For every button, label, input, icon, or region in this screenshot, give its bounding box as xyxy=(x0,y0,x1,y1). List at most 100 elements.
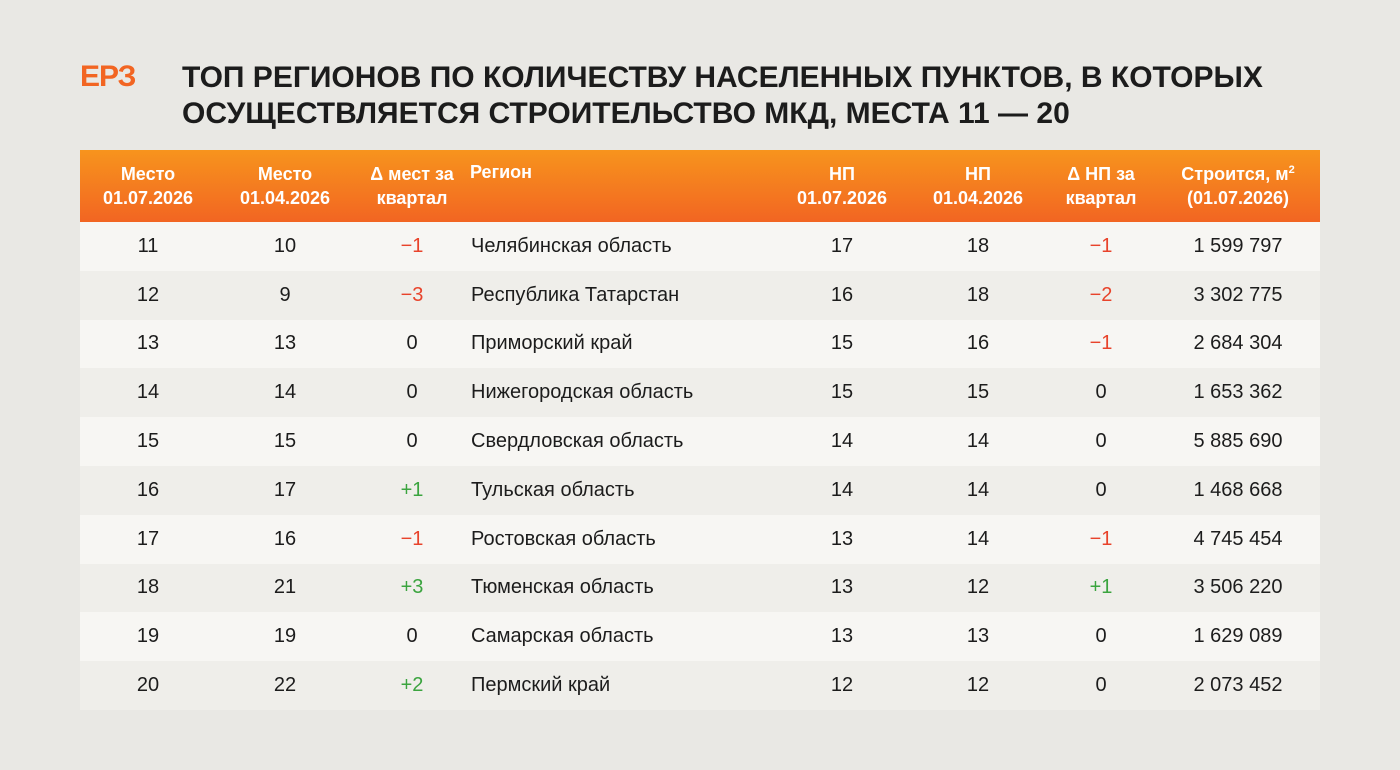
cell-place-delta: −3 xyxy=(400,283,424,306)
cell-np-delta: 0 xyxy=(1095,478,1107,501)
table-body: 11 10 −1 Челябинская область 17 18 −1 1 599 797… xyxy=(80,222,1320,710)
cell-np-now: 14 xyxy=(830,430,854,453)
cell-np-now: 15 xyxy=(830,332,854,355)
cell-area: 2 073 452 xyxy=(1193,674,1283,697)
cell-region: Нижегородская область xyxy=(471,381,694,404)
page-title-line-1: ТОП РЕГИОНОВ ПО КОЛИЧЕСТВУ НАСЕЛЕННЫХ ПУ… xyxy=(182,61,1263,94)
table-row: 18 21 +3 Тюменская область 13 12 +1 3 506 220 xyxy=(80,563,1320,613)
header-place-delta: Δ мест за квартал xyxy=(354,150,470,222)
cell-np-now: 16 xyxy=(830,283,854,306)
header-label-superscript: 2 xyxy=(1288,164,1295,176)
cell-np-prev: 14 xyxy=(966,478,990,501)
cell-place-delta: −1 xyxy=(400,234,424,257)
header-label: НП xyxy=(829,164,855,184)
cell-region: Ростовская область xyxy=(471,527,656,550)
header-label: 01.07.2026 xyxy=(796,188,888,208)
cell-place-prev: 13 xyxy=(273,332,297,355)
header-label: 01.07.2026 xyxy=(102,188,194,208)
cell-area: 1 629 089 xyxy=(1193,625,1283,648)
cell-np-prev: 18 xyxy=(966,283,990,306)
cell-area: 1 599 797 xyxy=(1193,234,1283,257)
cell-place-delta: +1 xyxy=(400,478,424,501)
header-label: квартал xyxy=(1065,188,1137,208)
cell-place-delta: 0 xyxy=(406,381,418,404)
table-row: 19 19 0 Самарская область 13 13 0 1 629 089 xyxy=(80,612,1320,662)
cell-np-prev: 13 xyxy=(966,625,990,648)
cell-np-delta: 0 xyxy=(1095,381,1107,404)
cell-place-now: 12 xyxy=(136,283,160,306)
cell-place-now: 16 xyxy=(136,478,160,501)
cell-region: Тульская область xyxy=(471,478,635,501)
cell-place-prev: 22 xyxy=(273,674,297,697)
cell-place-now: 15 xyxy=(136,430,160,453)
table-row: 12 9 −3 Республика Татарстан 16 18 −2 3 302 775 xyxy=(80,270,1320,320)
cell-area: 1 653 362 xyxy=(1193,381,1283,404)
header-label: Место xyxy=(257,164,313,184)
cell-np-now: 13 xyxy=(830,625,854,648)
table-row: 11 10 −1 Челябинская область 17 18 −1 1 599 797 xyxy=(80,222,1320,271)
cell-place-now: 11 xyxy=(137,234,159,257)
erz-logo: ЕРЗ xyxy=(80,60,136,93)
cell-np-delta: −1 xyxy=(1089,234,1113,257)
cell-area: 4 745 454 xyxy=(1193,527,1283,550)
cell-region: Пермский край xyxy=(471,674,611,697)
cell-np-prev: 15 xyxy=(966,381,990,404)
cell-np-prev: 14 xyxy=(966,430,990,453)
cell-np-prev: 16 xyxy=(966,332,990,355)
header-label: Δ мест за xyxy=(370,164,454,184)
header-label: 01.04.2026 xyxy=(932,188,1024,208)
table-row: 17 16 −1 Ростовская область 13 14 −1 4 745 454 xyxy=(80,514,1320,564)
header-label: Строится, м2 xyxy=(1160,162,1316,186)
regions-table: Место 01.07.2026 Место 01.04.2026 Δ мест… xyxy=(80,150,1320,710)
cell-place-prev: 9 xyxy=(279,283,291,306)
cell-place-now: 14 xyxy=(136,381,160,404)
cell-region: Республика Татарстан xyxy=(471,283,680,306)
header-label: квартал xyxy=(376,188,448,208)
cell-place-delta: 0 xyxy=(406,430,418,453)
cell-np-now: 12 xyxy=(830,674,854,697)
cell-region: Челябинская область xyxy=(471,234,672,257)
cell-area: 1 468 668 xyxy=(1193,478,1283,501)
header-label: Место xyxy=(120,164,176,184)
header-np-prev: НП 01.04.2026 xyxy=(910,150,1046,222)
header-label: Δ НП за xyxy=(1067,164,1135,184)
cell-np-now: 14 xyxy=(830,478,854,501)
header-region: Регион xyxy=(470,162,532,182)
header-np-delta: Δ НП за квартал xyxy=(1046,150,1156,222)
table-header-row: Место 01.07.2026 Место 01.04.2026 Δ мест… xyxy=(80,150,1320,222)
header-label-text: Строится, м xyxy=(1181,164,1289,184)
header-place-now: Место 01.07.2026 xyxy=(80,150,216,222)
header-label: 01.04.2026 xyxy=(239,188,331,208)
cell-place-prev: 17 xyxy=(273,478,297,501)
table-row: 15 15 0 Свердловская область 14 14 0 5 885 690 xyxy=(80,417,1320,466)
cell-place-delta: 0 xyxy=(406,332,418,355)
cell-area: 5 885 690 xyxy=(1193,430,1283,453)
cell-np-prev: 12 xyxy=(966,576,990,599)
cell-place-prev: 10 xyxy=(273,234,297,257)
page-title-line-2: ОСУЩЕСТВЛЯЕТСЯ СТРОИТЕЛЬСТВО МКД, МЕСТА … xyxy=(182,97,1070,130)
table-row: 14 14 0 Нижегородская область 15 15 0 1 653 362 xyxy=(80,368,1320,418)
header-np-now: НП 01.07.2026 xyxy=(774,150,910,222)
table-row: 13 13 0 Приморский край 15 16 −1 2 684 304 xyxy=(80,319,1320,369)
cell-region: Свердловская область xyxy=(471,430,684,453)
cell-np-prev: 18 xyxy=(966,234,990,257)
cell-np-delta: 0 xyxy=(1095,625,1107,648)
cell-np-delta: 0 xyxy=(1095,674,1107,697)
cell-np-now: 13 xyxy=(830,527,854,550)
cell-place-delta: +2 xyxy=(400,674,424,697)
cell-np-delta: 0 xyxy=(1095,430,1107,453)
cell-region: Тюменская область xyxy=(471,576,654,599)
header-place-prev: Место 01.04.2026 xyxy=(216,150,354,222)
cell-np-now: 13 xyxy=(830,576,854,599)
cell-np-delta: −1 xyxy=(1089,332,1113,355)
cell-np-now: 15 xyxy=(830,381,854,404)
cell-np-delta: −2 xyxy=(1089,283,1113,306)
cell-region: Приморский край xyxy=(471,332,633,355)
cell-np-delta: −1 xyxy=(1089,527,1113,550)
cell-place-now: 19 xyxy=(136,625,160,648)
cell-place-now: 13 xyxy=(136,332,160,355)
header-area: Строится, м2 (01.07.2026) xyxy=(1156,150,1320,222)
cell-place-now: 17 xyxy=(136,527,160,550)
cell-place-prev: 21 xyxy=(273,576,297,599)
cell-np-now: 17 xyxy=(830,234,854,257)
